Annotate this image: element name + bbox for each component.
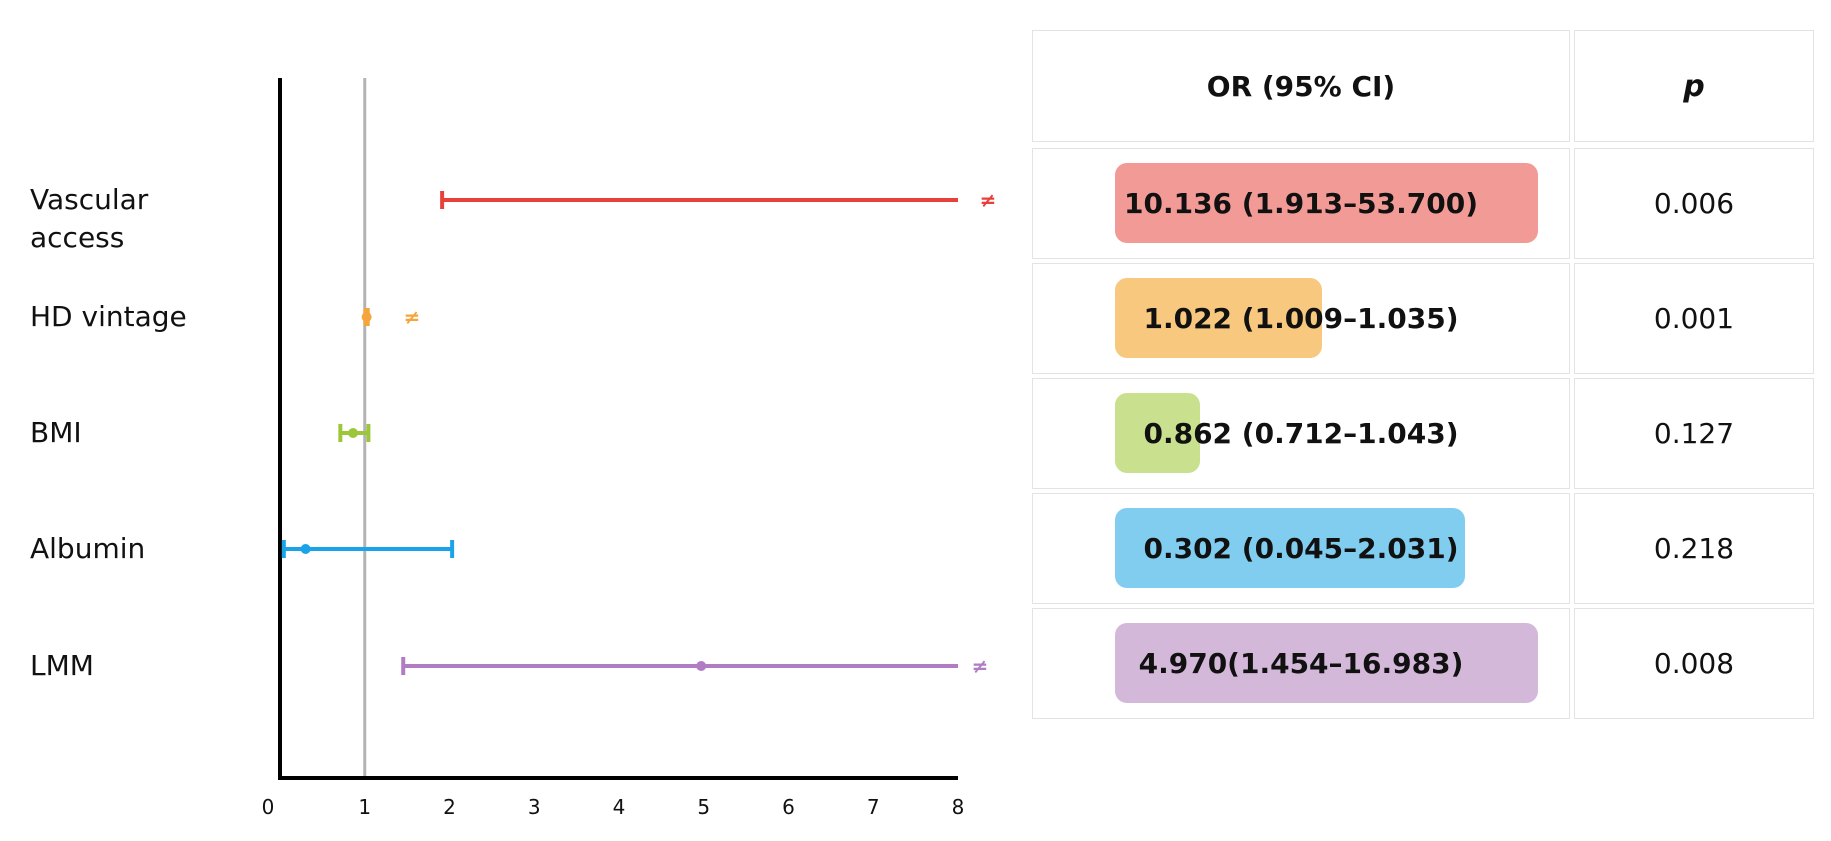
truncation-marker: ≠ <box>972 654 989 678</box>
or-value: 1.022 (1.009–1.035) <box>1143 302 1459 335</box>
plot-axes <box>278 78 958 780</box>
x-tick-label-5: 5 <box>697 795 710 819</box>
ci-row-2 <box>338 424 371 442</box>
or-cell: 0.302 (0.045–2.031) <box>1032 493 1570 604</box>
x-tick-label-1: 1 <box>358 795 371 819</box>
row-label-line: Albumin <box>30 532 146 565</box>
or-header-cell: OR (95% CI) <box>1032 30 1570 142</box>
row-label-3: Albumin <box>30 530 145 568</box>
plot-marks: ≠ ≠ ≠ <box>281 188 997 678</box>
ci-row-4: ≠ <box>401 654 989 678</box>
row-label-2: BMI <box>30 414 82 452</box>
or-header: OR (95% CI) <box>1206 69 1396 103</box>
ci-row-1: ≠ <box>361 305 421 329</box>
or-bar <box>1115 163 1538 243</box>
p-value: 0.001 <box>1653 302 1735 335</box>
or-bar <box>1115 393 1200 473</box>
p-header: p <box>1683 68 1705 104</box>
or-cell: 10.136 (1.913–53.700) <box>1032 148 1570 259</box>
row-label-line: HD vintage <box>30 300 187 333</box>
x-tick-label-3: 3 <box>528 795 541 819</box>
x-tick-label-0: 0 <box>262 795 275 819</box>
x-tick-label-8: 8 <box>952 795 965 819</box>
or-cell: 0.862 (0.712–1.043) <box>1032 378 1570 489</box>
x-tick-label-6: 6 <box>782 795 795 819</box>
or-value: 10.136 (1.913–53.700) <box>1123 187 1478 220</box>
or-point <box>361 312 372 322</box>
row-label-0: Vascular access <box>30 181 148 257</box>
truncation-marker: ≠ <box>980 188 997 212</box>
or-value: 0.302 (0.045–2.031) <box>1143 532 1459 565</box>
row-label-line: LMM <box>30 649 94 682</box>
row-label-line: BMI <box>30 416 82 449</box>
p-cell: 0.008 <box>1574 608 1814 719</box>
ci-row-3 <box>281 540 455 558</box>
row-label-4: LMM <box>30 647 94 685</box>
p-cell: 0.001 <box>1574 263 1814 374</box>
ci-row-0: ≠ <box>440 188 997 212</box>
or-bar <box>1115 278 1322 358</box>
or-cell: 4.970(1.454–16.983) <box>1032 608 1570 719</box>
or-point <box>300 544 311 554</box>
x-tick-label-2: 2 <box>443 795 456 819</box>
p-value: 0.006 <box>1653 187 1735 220</box>
p-value: 0.008 <box>1653 647 1735 680</box>
p-cell: 0.006 <box>1574 148 1814 259</box>
or-bar <box>1115 623 1538 703</box>
x-axis-ticks: 0 1 2 3 4 5 6 7 8 <box>262 795 965 819</box>
or-value: 4.970(1.454–16.983) <box>1138 647 1464 680</box>
or-bar <box>1115 508 1465 588</box>
row-label-1: HD vintage <box>30 298 187 336</box>
row-label-line: access <box>30 221 125 254</box>
p-cell: 0.127 <box>1574 378 1814 489</box>
truncation-marker: ≠ <box>404 305 421 329</box>
or-point <box>348 428 359 438</box>
p-value: 0.218 <box>1653 532 1735 565</box>
or-cell: 1.022 (1.009–1.035) <box>1032 263 1570 374</box>
x-tick-label-4: 4 <box>613 795 626 819</box>
p-header-cell: p <box>1574 30 1814 142</box>
or-value: 0.862 (0.712–1.043) <box>1143 417 1459 450</box>
forest-plot: ≠ ≠ ≠ 0 1 2 3 4 5 6 7 8 <box>262 78 997 819</box>
p-value: 0.127 <box>1653 417 1735 450</box>
or-point <box>696 661 707 671</box>
p-cell: 0.218 <box>1574 493 1814 604</box>
row-label-line: Vascular <box>30 183 149 216</box>
x-tick-label-7: 7 <box>867 795 880 819</box>
